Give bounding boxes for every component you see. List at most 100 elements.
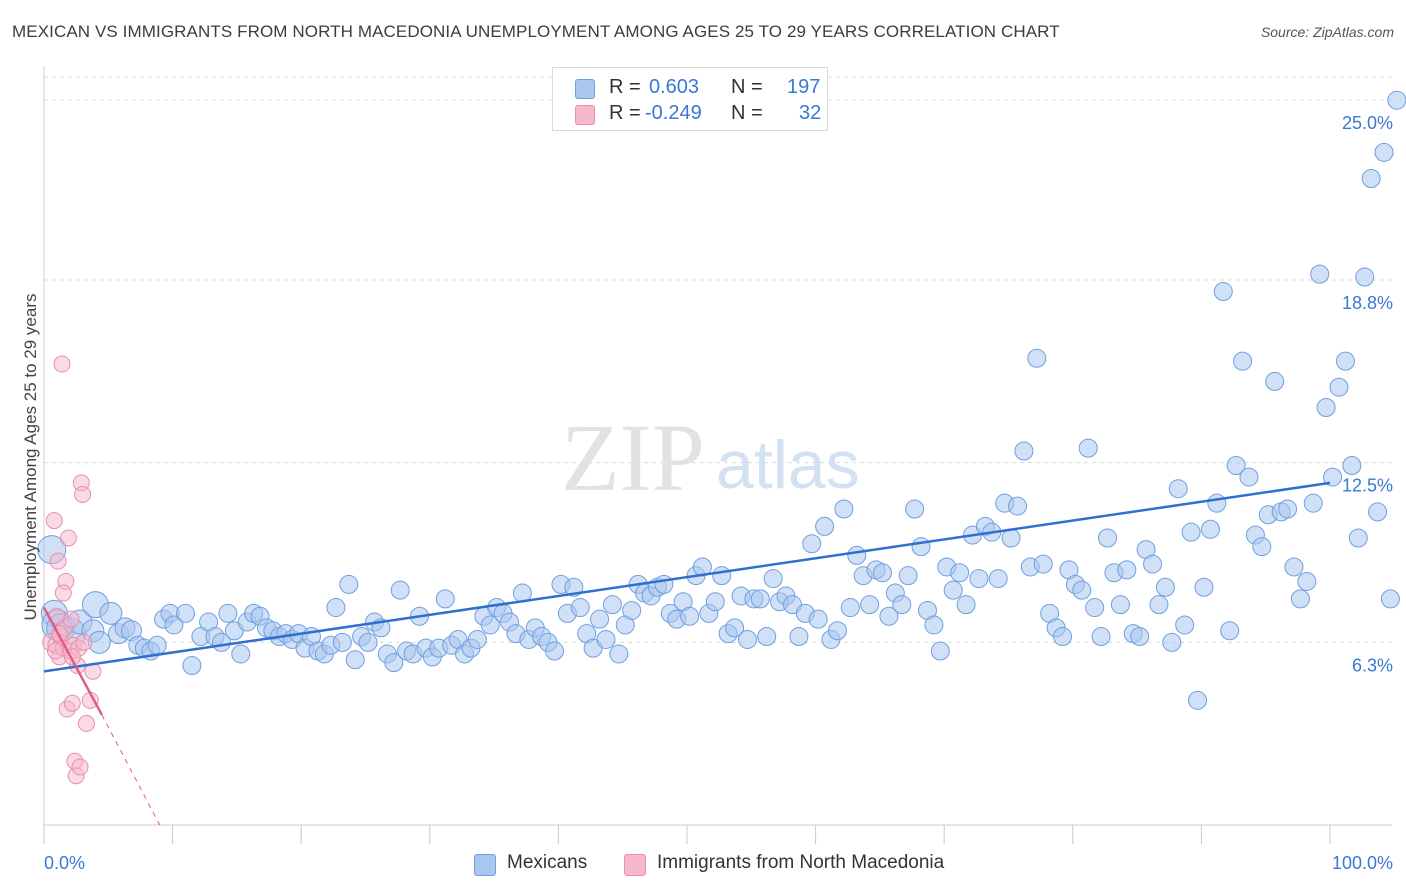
- data-point: [570, 598, 590, 618]
- data-point: [602, 595, 622, 615]
- data-point: [77, 715, 95, 733]
- data-point: [911, 537, 931, 557]
- data-point: [680, 606, 700, 626]
- data-point: [988, 569, 1008, 589]
- y-axis-title: Unemployment Among Ages 25 to 29 years: [21, 294, 40, 621]
- data-point: [45, 512, 63, 530]
- data-point: [182, 656, 202, 676]
- x-tick-label-max: 100.0%: [1332, 853, 1393, 873]
- data-point: [1323, 467, 1343, 487]
- data-point: [345, 650, 365, 670]
- data-point: [1335, 351, 1355, 371]
- data-point: [898, 566, 918, 586]
- data-point: [545, 641, 565, 661]
- data-point: [1098, 528, 1118, 548]
- mexicans-points: [37, 90, 1406, 710]
- correlation-legend: R = 0.603 N = 197 R = -0.249 N = 32: [552, 67, 828, 131]
- data-point: [1368, 502, 1388, 522]
- data-point: [1143, 554, 1163, 574]
- data-point: [339, 574, 359, 594]
- axes: [43, 66, 1392, 844]
- data-point: [49, 552, 67, 570]
- data-point: [164, 615, 184, 635]
- data-point: [75, 633, 93, 651]
- data-point: [1181, 522, 1201, 542]
- data-point: [1072, 580, 1092, 600]
- trendline-mexicans: [43, 481, 1331, 673]
- r-value: -0.249: [645, 102, 702, 124]
- data-point: [1149, 595, 1169, 615]
- y-tick-label: 12.5%: [1342, 476, 1393, 496]
- y-tick-label: 25.0%: [1342, 113, 1393, 133]
- data-point: [930, 641, 950, 661]
- data-point: [326, 598, 346, 618]
- n-label: N =: [731, 102, 763, 124]
- data-point: [1110, 595, 1130, 615]
- data-point: [725, 618, 745, 638]
- data-point: [1194, 577, 1214, 597]
- data-point: [840, 598, 860, 618]
- n-label: N =: [731, 76, 763, 98]
- data-point: [705, 592, 725, 612]
- data-point: [1033, 554, 1053, 574]
- data-point: [63, 694, 81, 712]
- blue-swatch-icon: [575, 79, 595, 99]
- r-label: R =: [609, 76, 641, 98]
- data-point: [1091, 627, 1111, 647]
- data-point: [1200, 519, 1220, 539]
- data-point: [808, 609, 828, 629]
- data-point: [802, 534, 822, 554]
- data-point: [1014, 441, 1034, 461]
- data-point: [1374, 142, 1394, 162]
- data-point: [969, 569, 989, 589]
- data-point: [384, 653, 404, 673]
- data-point: [622, 600, 642, 620]
- data-point: [1278, 499, 1298, 519]
- data-point: [1053, 627, 1073, 647]
- data-point: [750, 589, 770, 609]
- data-point: [1207, 493, 1227, 513]
- y-tick-label: 18.8%: [1342, 293, 1393, 313]
- blue-swatch-icon: [474, 854, 496, 876]
- data-point: [53, 355, 71, 373]
- data-point: [435, 589, 455, 609]
- data-point: [815, 516, 835, 536]
- data-point: [1361, 168, 1381, 188]
- y-tick-labels: 6.3% 12.5% 18.8% 25.0%: [1342, 113, 1393, 675]
- data-point: [860, 595, 880, 615]
- data-point: [789, 627, 809, 647]
- data-point: [358, 632, 378, 652]
- data-point: [1316, 398, 1336, 418]
- data-point: [827, 621, 847, 641]
- data-point: [950, 563, 970, 583]
- data-point: [564, 577, 584, 597]
- n-value: 32: [799, 102, 822, 124]
- n-value: 197: [787, 76, 821, 98]
- data-point: [1078, 438, 1098, 458]
- data-point: [74, 485, 92, 503]
- data-point: [872, 563, 892, 583]
- data-point: [763, 569, 783, 589]
- data-point: [332, 632, 352, 652]
- data-point: [1380, 589, 1400, 609]
- bottom-legend-label: Immigrants from North Macedonia: [657, 852, 945, 873]
- gridlines: [44, 76, 1392, 643]
- data-point: [1303, 493, 1323, 513]
- data-point: [1226, 455, 1246, 475]
- data-point: [879, 606, 899, 626]
- r-value: 0.603: [649, 76, 700, 98]
- data-point: [1085, 598, 1105, 618]
- data-point: [924, 615, 944, 635]
- data-point: [1252, 537, 1272, 557]
- data-point: [1329, 377, 1349, 397]
- data-point: [834, 499, 854, 519]
- data-point: [71, 758, 89, 776]
- trendline-macedonia: [42, 606, 103, 716]
- source-credit: Source: ZipAtlas.com: [1260, 24, 1394, 40]
- data-point: [590, 609, 610, 629]
- data-point: [1175, 615, 1195, 635]
- data-point: [59, 529, 77, 547]
- x-tick-label-min: 0.0%: [44, 853, 85, 873]
- data-point: [1387, 90, 1406, 110]
